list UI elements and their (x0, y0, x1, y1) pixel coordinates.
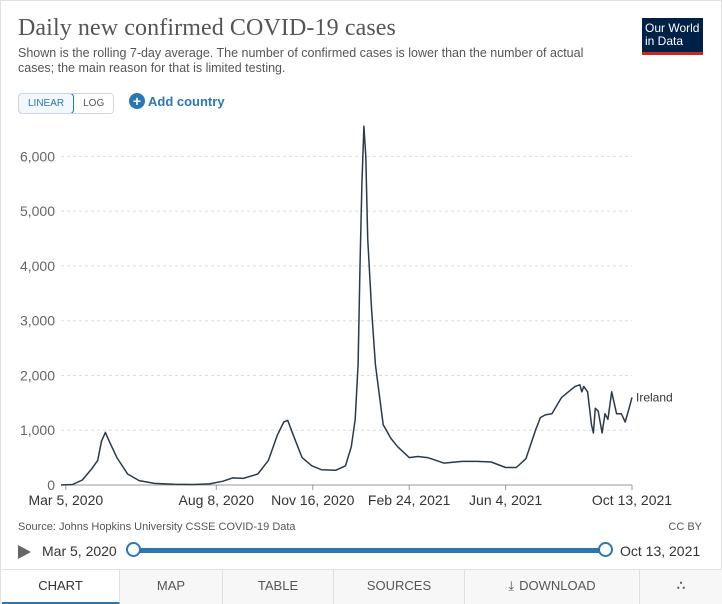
series-label: Ireland (636, 390, 673, 404)
y-tick-label: 0 (47, 477, 55, 493)
logo-line2: in Data (645, 34, 684, 48)
tab-share[interactable]: ∴ (640, 570, 722, 604)
scale-toggle: LINEAR LOG (18, 93, 115, 114)
x-tick-label: Jun 4, 2021 (469, 492, 542, 508)
gridlines (61, 155, 632, 431)
scale-log-button[interactable]: LOG (74, 94, 114, 113)
x-tick-label: Mar 5, 2020 (28, 492, 103, 508)
timeline-end-label: Oct 13, 2021 (620, 543, 701, 559)
tab-label: DOWNLOAD (519, 578, 596, 593)
y-tick-label: 1,000 (20, 422, 55, 438)
tab-label: MAP (156, 578, 186, 593)
y-tick-label: 3,000 (20, 313, 55, 329)
share-icon: ∴ (676, 578, 686, 593)
x-tick-label: Oct 13, 2021 (592, 492, 672, 508)
series-line[interactable] (60, 125, 633, 486)
line-chart: 0 1,000 2,000 3,000 4,000 5,000 6,000 Mar 5, 2… (20, 125, 673, 508)
download-icon: ⤓ (508, 578, 515, 593)
timeline-end-handle[interactable] (598, 542, 613, 557)
tab-chart[interactable]: CHART (2, 570, 120, 604)
x-tick-label: Feb 24, 2021 (368, 492, 451, 508)
tab-label: TABLE (257, 578, 299, 593)
tab-label: CHART (38, 578, 83, 593)
tab-table[interactable]: TABLE (223, 570, 334, 604)
tab-sources[interactable]: SOURCES (334, 570, 465, 604)
source-note[interactable]: Source: Johns Hopkins University CSSE CO… (18, 521, 296, 533)
license-link[interactable]: CC BY (668, 521, 702, 533)
scale-linear-button[interactable]: LINEAR (19, 94, 75, 113)
add-country-button[interactable]: + Add country (129, 93, 225, 109)
y-tick-label: 4,000 (20, 258, 55, 274)
tab-bar: CHART MAP TABLE SOURCES ⤓ DOWNLOAD ∴ (2, 569, 722, 604)
timeline: Mar 5, 2020 Oct 13, 2021 (18, 541, 708, 563)
timeline-start-label: Mar 5, 2020 (42, 543, 117, 559)
y-tick-label: 6,000 (20, 148, 55, 164)
logo-line1: Our World (645, 21, 700, 35)
series-group[interactable]: Ireland (60, 125, 673, 486)
tab-label: SOURCES (366, 578, 432, 593)
add-country-label: Add country (148, 93, 225, 109)
x-axis: Mar 5, 2020 Aug 8, 2020 Nov 16, 2020 Feb 24… (28, 484, 672, 508)
x-tick-label: Nov 16, 2020 (271, 492, 354, 508)
play-icon[interactable] (18, 545, 31, 559)
chart-title: Daily new confirmed COVID-19 cases (18, 15, 396, 41)
y-tick-label: 5,000 (20, 203, 55, 219)
y-tick-label: 2,000 (20, 367, 55, 383)
owid-logo[interactable]: Our World in Data (642, 18, 703, 55)
tab-map[interactable]: MAP (120, 570, 223, 604)
timeline-start-handle[interactable] (126, 542, 141, 557)
y-axis: 0 1,000 2,000 3,000 4,000 5,000 6,000 (20, 148, 55, 493)
timeline-track[interactable] (133, 548, 606, 553)
tab-download[interactable]: ⤓ DOWNLOAD (465, 570, 640, 604)
chart-subtitle: Shown is the rolling 7-day average. The … (18, 46, 584, 75)
plus-icon: + (129, 93, 145, 109)
x-tick-label: Aug 8, 2020 (179, 492, 255, 508)
